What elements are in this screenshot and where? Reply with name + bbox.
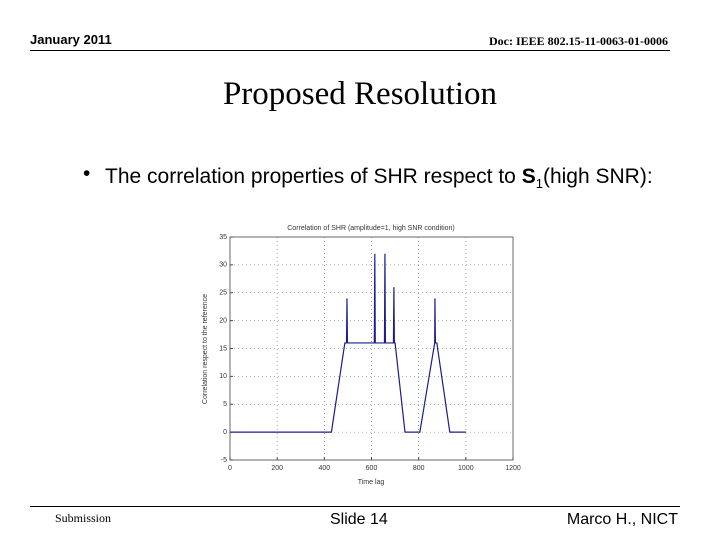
x-axis-label: Time lag [358, 479, 385, 486]
y-tick-label: 15 [219, 345, 227, 352]
x-tick-label: 600 [366, 465, 378, 472]
text: (high SNR): [542, 165, 653, 188]
header-doc: Doc: IEEE 802.15-11-0063-01-0006 [489, 34, 668, 48]
x-tick-label: 200 [271, 465, 283, 472]
text: The correlation properties of SHR respec… [105, 165, 522, 188]
y-tick-label: 35 [219, 234, 227, 241]
subscript: 1 [535, 176, 543, 192]
x-tick-label: 1200 [505, 465, 521, 472]
x-tick-label: 1000 [458, 465, 474, 472]
x-tick-label: 800 [413, 465, 425, 472]
x-tick-label: 400 [318, 465, 330, 472]
bullet-dot: • [83, 162, 91, 185]
footer-rule [30, 506, 680, 507]
footer-left: Submission [55, 511, 112, 525]
y-tick-label: -5 [221, 457, 227, 464]
y-tick-label: 20 [219, 317, 227, 324]
y-tick-label: 30 [219, 262, 227, 269]
slide-title: Proposed Resolution [222, 76, 498, 112]
y-tick-label: 25 [219, 290, 227, 297]
symbol: S [521, 165, 536, 188]
data-line [230, 253, 466, 433]
header-date: January 2011 [30, 32, 112, 47]
chart-title: Correlation of SHR (amplitude=1, high SN… [287, 225, 455, 232]
header-rule [30, 50, 670, 51]
y-axis-label: Correlation respect to the reference [202, 294, 209, 404]
footer-center: Slide 14 [330, 511, 388, 528]
x-tick-label: 0 [228, 465, 232, 472]
y-tick-label: 0 [223, 429, 227, 436]
footer-right: Marco H., NICT [566, 511, 678, 528]
y-tick-label: 10 [219, 373, 227, 380]
bullet-text: The correlation properties of SHR respec… [105, 162, 680, 198]
y-tick-label: 5 [223, 401, 227, 408]
